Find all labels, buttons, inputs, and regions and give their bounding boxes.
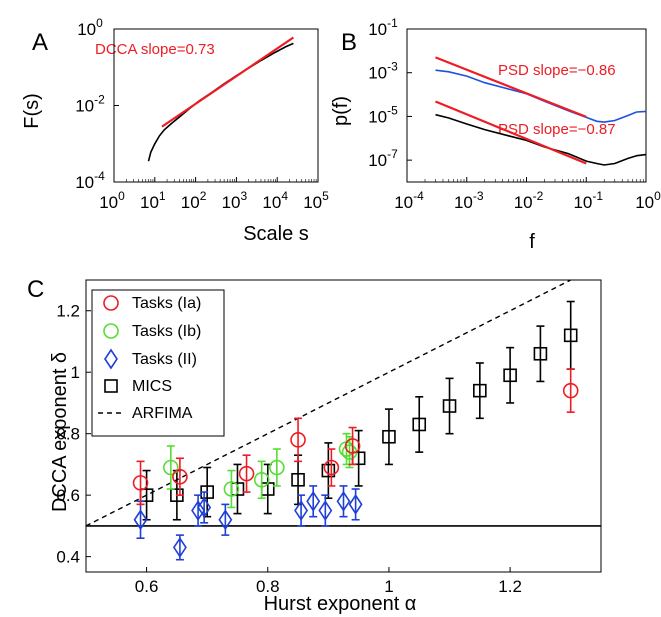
panel-a-label: A: [32, 29, 48, 56]
legend-marker-tasks-ii: [104, 348, 118, 370]
panel-b-label: B: [341, 29, 357, 56]
panel-a-ytick-label: 100: [77, 16, 103, 39]
tasks-ia-point: [562, 382, 579, 399]
panel-b-annotation-bottom: PSD slope=−0.87: [498, 121, 616, 138]
legend-marker-tasks-ib: [103, 323, 119, 339]
panel-b-xtick-label: 10-2: [514, 189, 544, 212]
tasks-ii-point: [197, 497, 212, 518]
panel-b-xtick-label: 10-1: [573, 189, 603, 212]
panel-c: C Hurst exponent α DCCA exponent δ Tasks…: [27, 276, 602, 615]
panel-c-ytick-label: 0.4: [56, 548, 80, 567]
legend-label-tasks-ib: Tasks (Ib): [132, 323, 201, 340]
panel-b-ytick-label: 10-1: [368, 16, 398, 39]
panel-b: B f p(f) PSD slope=−0.86 PSD slope=−0.87…: [330, 16, 661, 253]
tasks-ia-point: [132, 475, 149, 491]
tasks-ia-point: [172, 468, 188, 485]
panel-a-ylabel: F(s): [21, 93, 43, 129]
panel-a-annotation: DCCA slope=0.73: [95, 41, 215, 58]
panel-a-xtick-label: 103: [222, 189, 248, 212]
panel-a-xtick-label: 101: [140, 189, 166, 212]
panel-c-xtick-label: 0.8: [256, 577, 280, 596]
panel-c-xtick-label: 1: [384, 577, 393, 596]
tasks-ii-point: [218, 509, 233, 531]
tasks-ii-point: [336, 490, 351, 512]
legend-marker-tasks-ia: [103, 295, 119, 311]
panel-b-fit-top-line: [435, 56, 587, 118]
panel-c-xlabel: Hurst exponent α: [264, 593, 417, 615]
panel-c-ytick-label: 0.8: [56, 425, 80, 444]
tasks-ii-point: [294, 500, 309, 521]
panel-a-fit-line: [161, 36, 295, 128]
mics-point: [412, 417, 427, 432]
panel-b-xtick-label: 10-3: [454, 189, 484, 212]
panel-a-ytick-label: 10-2: [75, 93, 105, 116]
legend-label-tasks-ii: Tasks (II): [132, 351, 197, 368]
panel-a: A Scale s F(s) DCCA slope=0.73 100 101 102…: [21, 16, 329, 245]
panel-c-label: C: [27, 276, 44, 303]
legend-markers: [98, 295, 124, 414]
tasks-ii-point: [133, 509, 148, 531]
panel-b-annotation-top: PSD slope=−0.86: [498, 62, 616, 79]
mics-point: [382, 429, 396, 444]
mics-point: [442, 399, 457, 413]
panel-c-legend: Tasks (Ia) Tasks (Ib) Tasks (II) MICS AR…: [91, 289, 225, 437]
arfima-line: [85, 279, 572, 527]
legend-label-mics: MICS: [132, 378, 172, 395]
legend-label-tasks-ia: Tasks (Ia): [132, 295, 201, 312]
panel-a-data-line: [147, 42, 294, 162]
panel-a-xtick-label: 102: [181, 189, 207, 212]
panel-b-ytick-label: 10-3: [368, 60, 398, 83]
mics-point: [321, 463, 336, 478]
panel-c-frame: [85, 279, 602, 573]
tasks-ii-point: [172, 536, 187, 558]
panel-a-xlabel: Scale s: [243, 223, 309, 245]
panel-c-ylabel: DCCA exponent δ: [49, 352, 71, 512]
panel-a-xtick-label: 100: [99, 189, 125, 212]
tasks-ia-point: [344, 438, 361, 454]
legend-label-arfima: ARFIMA: [132, 405, 193, 422]
tasks-ii-point: [318, 500, 333, 521]
panel-c-ytick-label: 1: [71, 363, 80, 382]
tasks-ii-point: [306, 490, 321, 512]
panel-a-ytick-label: 10-4: [75, 169, 105, 192]
mics-point: [563, 328, 578, 343]
tasks-ib-point: [163, 459, 179, 476]
panel-a-xtick-label: 104: [262, 189, 288, 212]
panel-c-xtick-label: 1.2: [498, 577, 522, 596]
tasks-ia-point: [238, 465, 255, 482]
tasks-ia-point: [323, 459, 340, 476]
panel-a-xtick-label: 105: [303, 189, 329, 212]
mics-point: [291, 472, 305, 487]
tasks-ii-point: [348, 493, 363, 515]
tasks-ib-point: [269, 459, 285, 476]
tasks-ii-point: [191, 500, 206, 521]
panel-b-ytick-label: 10-5: [368, 103, 398, 126]
panel-c-ytick-label: 0.6: [56, 486, 80, 505]
panel-b-ylabel: p(f): [330, 96, 352, 126]
panel-c-ytick-label: 1.2: [56, 302, 80, 321]
mics-point: [473, 383, 487, 398]
tasks-ib-point: [253, 471, 270, 488]
panel-b-fit-bottom-line: [435, 100, 587, 165]
panel-b-psd-black-line: [435, 113, 647, 166]
panel-b-ytick-label: 10-7: [368, 147, 398, 170]
mics-point: [533, 346, 548, 361]
panel-b-xlabel: f: [529, 231, 535, 253]
tasks-ia-point: [290, 432, 306, 448]
mics-point: [503, 368, 517, 383]
legend-marker-mics: [104, 379, 118, 393]
panel-b-xtick-label: 100: [635, 189, 661, 212]
panel-c-xtick-label: 0.6: [135, 577, 159, 596]
panel-b-xtick-label: 10-4: [394, 189, 424, 212]
tasks-ib-point: [223, 481, 240, 497]
